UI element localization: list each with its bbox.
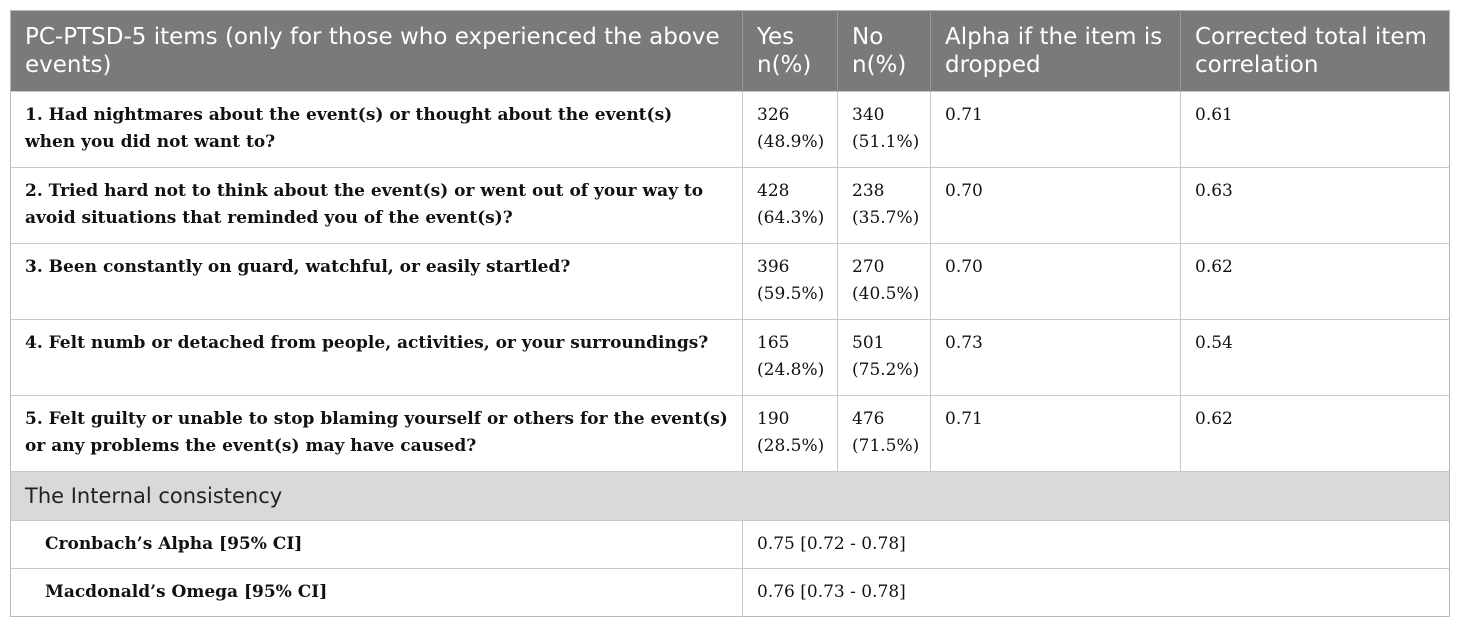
alpha-cell: 0.71 xyxy=(930,91,1181,168)
yes-cell: 428 (64.3%) xyxy=(742,167,838,244)
yes-cell: 190 (28.5%) xyxy=(742,395,838,472)
correlation-cell: 0.62 xyxy=(1180,395,1450,472)
item-text: 5. Felt guilty or unable to stop blaming… xyxy=(10,395,743,472)
yes-cell: 396 (59.5%) xyxy=(742,243,838,320)
stat-value: 0.75 [0.72 - 0.78] xyxy=(742,520,1450,569)
section-title: The Internal consistency xyxy=(10,471,1450,521)
correlation-cell: 0.63 xyxy=(1180,167,1450,244)
table-container: PC-PTSD-5 items (only for those who expe… xyxy=(10,10,1450,617)
header-row: PC-PTSD-5 items (only for those who expe… xyxy=(10,10,1450,92)
correlation-cell: 0.54 xyxy=(1180,319,1450,396)
header-yes: Yes n(%) xyxy=(742,10,838,92)
table-row: 5. Felt guilty or unable to stop blaming… xyxy=(10,395,1450,472)
header-corrected-correlation: Corrected total item correlation xyxy=(1180,10,1450,92)
stat-row: Cronbach’s Alpha [95% CI] 0.75 [0.72 - 0… xyxy=(10,520,1450,569)
header-items: PC-PTSD-5 items (only for those who expe… xyxy=(10,10,743,92)
header-no: No n(%) xyxy=(837,10,931,92)
stat-label: Macdonald’s Omega [95% CI] xyxy=(10,568,743,617)
table-row: 4. Felt numb or detached from people, ac… xyxy=(10,319,1450,396)
stat-row: Macdonald’s Omega [95% CI] 0.76 [0.73 - … xyxy=(10,568,1450,617)
alpha-cell: 0.73 xyxy=(930,319,1181,396)
item-text: 2. Tried hard not to think about the eve… xyxy=(10,167,743,244)
table-row: 3. Been constantly on guard, watchful, o… xyxy=(10,243,1450,320)
no-cell: 270 (40.5%) xyxy=(837,243,931,320)
yes-cell: 326 (48.9%) xyxy=(742,91,838,168)
no-cell: 340 (51.1%) xyxy=(837,91,931,168)
table-row: 1. Had nightmares about the event(s) or … xyxy=(10,91,1450,168)
yes-cell: 165 (24.8%) xyxy=(742,319,838,396)
item-text: 4. Felt numb or detached from people, ac… xyxy=(10,319,743,396)
ptsd-items-table: PC-PTSD-5 items (only for those who expe… xyxy=(10,10,1450,617)
stat-label: Cronbach’s Alpha [95% CI] xyxy=(10,520,743,569)
correlation-cell: 0.61 xyxy=(1180,91,1450,168)
alpha-cell: 0.71 xyxy=(930,395,1181,472)
header-alpha-dropped: Alpha if the item is dropped xyxy=(930,10,1181,92)
alpha-cell: 0.70 xyxy=(930,167,1181,244)
item-text: 1. Had nightmares about the event(s) or … xyxy=(10,91,743,168)
no-cell: 476 (71.5%) xyxy=(837,395,931,472)
no-cell: 501 (75.2%) xyxy=(837,319,931,396)
table-row: 2. Tried hard not to think about the eve… xyxy=(10,167,1450,244)
item-text: 3. Been constantly on guard, watchful, o… xyxy=(10,243,743,320)
correlation-cell: 0.62 xyxy=(1180,243,1450,320)
section-row: The Internal consistency xyxy=(10,471,1450,521)
alpha-cell: 0.70 xyxy=(930,243,1181,320)
stat-value: 0.76 [0.73 - 0.78] xyxy=(742,568,1450,617)
no-cell: 238 (35.7%) xyxy=(837,167,931,244)
